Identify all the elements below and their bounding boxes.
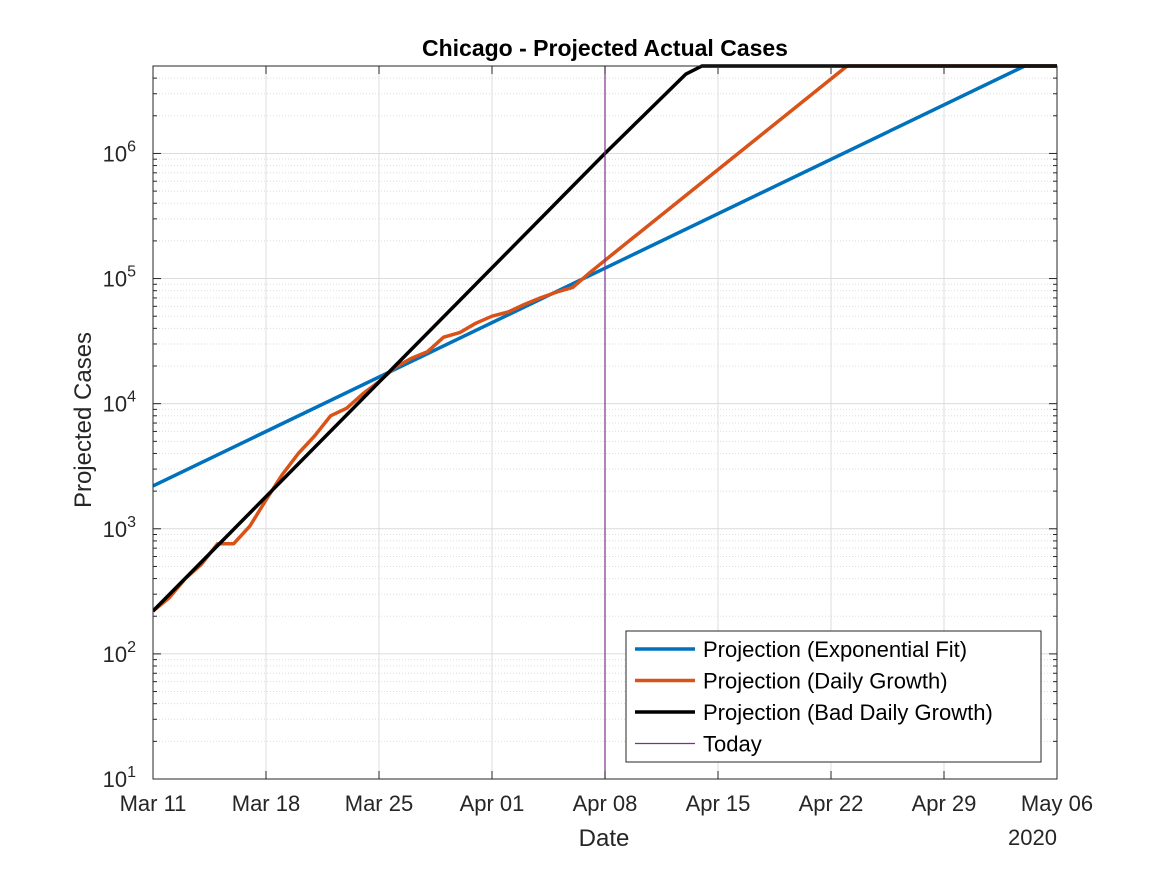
x-tick-label: Mar 18: [232, 791, 300, 816]
x-tick-label: Apr 08: [573, 791, 638, 816]
x-tick-label: Apr 29: [912, 791, 977, 816]
legend-box: [625, 630, 1042, 763]
legend-label: Today: [703, 732, 762, 757]
y-tick-label: 105: [103, 264, 136, 292]
x-tick-label: Mar 11: [120, 791, 187, 816]
y-tick-labels: 101 102 103 104 105 106: [103, 138, 136, 792]
x-tick-label: Apr 15: [686, 791, 751, 816]
y-axis-title: Projected Cases: [70, 332, 97, 508]
y-tick-label: 102: [103, 639, 136, 667]
y-tick-label: 103: [103, 514, 136, 542]
x-tick-label: Apr 01: [460, 791, 525, 816]
chart-title: Chicago - Projected Actual Cases: [422, 35, 788, 61]
y-tick-label: 104: [103, 389, 136, 417]
y-tick-label: 106: [103, 138, 136, 166]
x-tick-label: Mar 25: [345, 791, 413, 816]
legend-label: Projection (Daily Growth): [703, 669, 948, 694]
legend-label: Projection (Bad Daily Growth): [703, 700, 993, 725]
minor-grid: [153, 77, 1057, 742]
x-axis-year-label: 2020: [1008, 825, 1057, 850]
x-tick-labels: Mar 11 Mar 18 Mar 25 Apr 01 Apr 08 Apr 15 Apr …: [120, 791, 1094, 816]
legend: Projection (Exponential Fit) Projection (…: [625, 630, 1042, 763]
x-axis-title: Date: [579, 825, 630, 852]
tick-marks: [152, 66, 1058, 780]
y-tick-label: 101: [103, 764, 136, 792]
legend-items: Projection (Exponential Fit) Projection (…: [635, 637, 993, 757]
legend-label: Projection (Exponential Fit): [703, 637, 967, 662]
x-tick-label: Apr 22: [799, 791, 864, 816]
x-tick-label: May 06: [1021, 791, 1093, 816]
